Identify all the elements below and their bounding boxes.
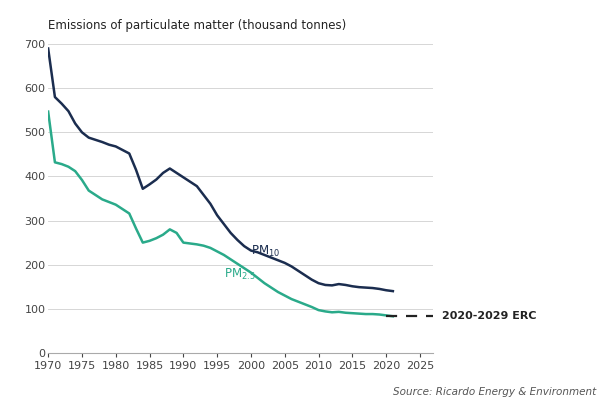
Text: 2020-2029 ERC: 2020-2029 ERC — [441, 311, 536, 321]
Text: PM$_{2.5}$: PM$_{2.5}$ — [224, 267, 256, 282]
Text: PM$_{10}$: PM$_{10}$ — [251, 243, 280, 259]
Text: Source: Ricardo Energy & Environment: Source: Ricardo Energy & Environment — [393, 387, 596, 397]
Text: Emissions of particulate matter (thousand tonnes): Emissions of particulate matter (thousan… — [48, 19, 346, 32]
